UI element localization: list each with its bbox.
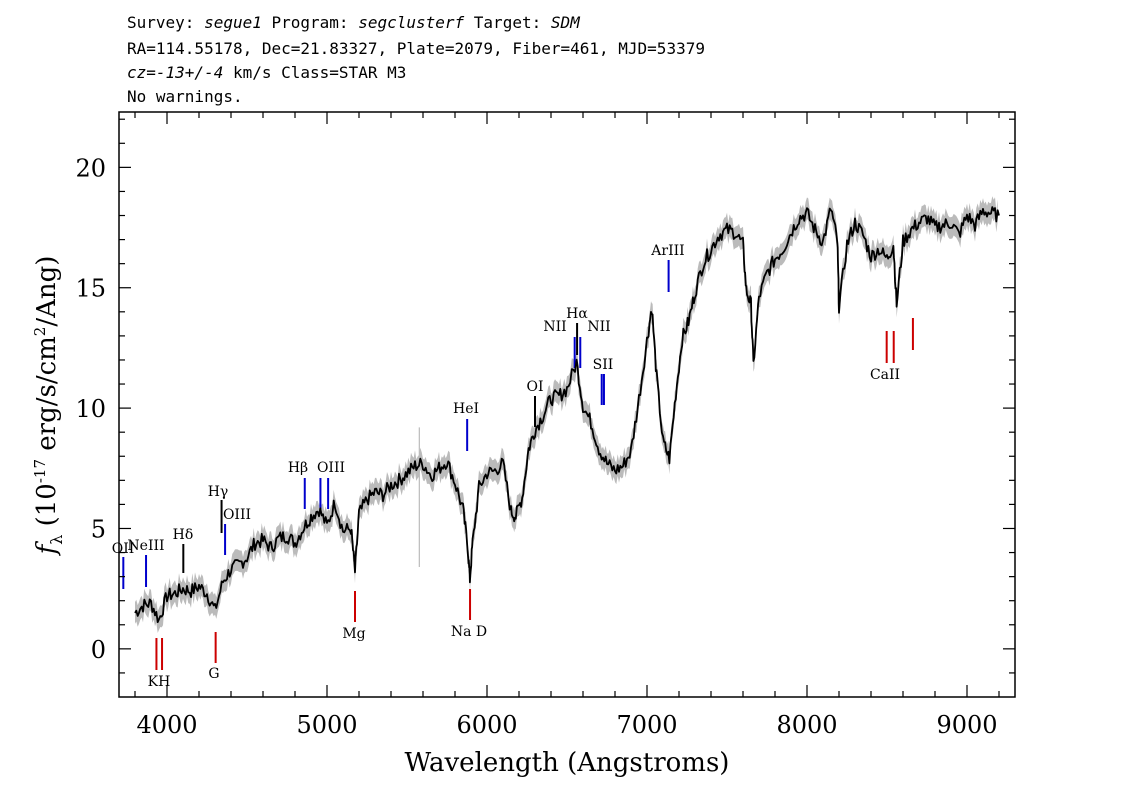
header-line-2: RA=114.55178, Dec=21.83327, Plate=2079, … [127,39,705,58]
y-tick-label: 10 [75,395,106,423]
sii-label: SII [593,357,614,373]
g-label: G [208,666,219,682]
x-tick-label: 4000 [136,711,197,739]
program-value: segclusterf [358,13,465,32]
hgamma-label: Hγ [208,484,229,500]
hdelta-label: Hδ [173,527,194,543]
target-value: SDM [550,13,580,32]
survey-label: Survey: [127,13,205,32]
y-tick-label: 15 [75,275,106,303]
y-tick-label: 5 [91,515,106,543]
kh-label: KH [148,674,171,690]
header-line-3: cz=-13+/-4 km/s Class=STAR M3 [127,63,406,82]
x-tick-label: 5000 [296,711,357,739]
x-tick-label: 8000 [776,711,837,739]
spectrum-line [134,206,1000,623]
target-label: Target: [464,13,551,32]
oiii-label-2: OIII [317,460,345,476]
spectrum-series [134,206,1000,623]
error-band [135,196,998,633]
nad-label: Na D [451,624,487,640]
survey-value: segue1 [204,13,262,32]
hei-label: HeI [453,401,479,417]
oii-label: OII [112,541,135,557]
oiii-label-1: OIII [223,507,251,523]
hbeta-label: Hβ [288,460,308,476]
halpha-label: Hα [566,306,588,322]
caii-label: CaII [870,367,900,383]
axis-ticks: 4000 5000 6000 7000 8000 9000 0 5 10 15 20 [75,112,1015,739]
plot-frame [118,111,1016,698]
error-band-area [135,196,998,633]
redshift-value: cz=-13+/-4 [127,63,224,82]
program-label: Program: [261,13,359,32]
ariii-label: ArIII [650,243,684,259]
mg-label: Mg [342,626,365,642]
header-line-1: Survey: segue1 Program: segclusterf Targ… [127,13,580,32]
header-line-4: No warnings. [127,87,243,106]
x-tick-label: 9000 [936,711,997,739]
x-tick-label: 7000 [616,711,677,739]
y-axis-label: fλ (10-17 erg/s/cm2/Ang) [31,256,66,557]
neiii-label: NeIII [127,538,164,554]
nii-label-2: NII [587,319,610,335]
x-tick-label: 6000 [456,711,517,739]
x-axis-label: Wavelength (Angstroms) [405,748,730,778]
oi-label: OI [526,379,543,395]
y-tick-label: 0 [91,636,106,664]
class-value: km/s Class=STAR M3 [223,63,407,82]
nii-label-1: NII [543,319,566,335]
y-tick-label: 20 [75,154,106,182]
